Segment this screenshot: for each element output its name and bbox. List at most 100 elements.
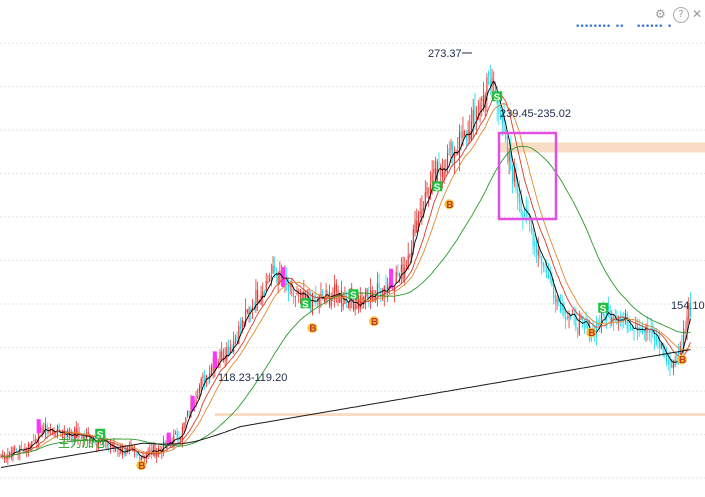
candle-body xyxy=(431,173,433,182)
candle-body xyxy=(228,345,230,355)
candle-body xyxy=(212,365,214,372)
candle-body xyxy=(633,329,635,331)
candle-body xyxy=(493,80,495,85)
sell-signal-label: S xyxy=(350,290,357,301)
candle-body xyxy=(293,288,295,297)
candle-body xyxy=(650,327,652,334)
candle-body xyxy=(484,94,486,109)
candle-body xyxy=(180,438,182,440)
candle-body xyxy=(342,303,344,307)
candle-body xyxy=(270,275,272,279)
candle-body xyxy=(472,110,474,123)
grid-lines xyxy=(0,42,705,479)
candle-body xyxy=(453,154,455,164)
candle-body xyxy=(147,450,149,453)
candle-body xyxy=(609,306,611,321)
candle-body xyxy=(611,316,613,324)
candle-body xyxy=(38,429,40,441)
candle-body xyxy=(255,290,257,310)
candle-body xyxy=(296,293,298,295)
candle-body xyxy=(672,360,674,369)
candle-body xyxy=(5,457,7,459)
candle-body xyxy=(96,444,98,446)
candle-body xyxy=(539,251,541,258)
candle-body xyxy=(397,271,399,277)
candle-body xyxy=(380,288,382,297)
candle-body xyxy=(438,162,440,164)
price-zone xyxy=(215,413,705,417)
candle-body xyxy=(450,142,452,150)
candle-body xyxy=(522,212,524,218)
candle-body xyxy=(595,323,597,337)
candle-body xyxy=(14,447,16,451)
candle-body xyxy=(462,131,464,139)
ma-short-line xyxy=(0,80,691,458)
candle-body xyxy=(121,448,124,456)
candle-body xyxy=(681,344,683,346)
candle-body xyxy=(385,286,387,291)
candle-body xyxy=(200,378,202,389)
candle-body xyxy=(135,453,137,455)
candle-body xyxy=(494,86,497,94)
candle-body xyxy=(446,153,449,169)
settings-icon[interactable]: ⚙ xyxy=(655,7,666,21)
candle-body xyxy=(679,345,681,355)
candle-body xyxy=(503,117,505,132)
candle-body xyxy=(250,308,252,312)
highlight-rect xyxy=(497,131,558,221)
candle-body xyxy=(460,131,462,139)
boost-candle xyxy=(166,432,171,447)
candle-body xyxy=(501,115,503,125)
candle-body xyxy=(289,282,291,287)
sell-signal-label: S xyxy=(434,182,441,193)
buy-signal-label: B xyxy=(371,317,378,328)
candle-body xyxy=(339,292,341,303)
candle-body xyxy=(508,152,510,162)
candle-body xyxy=(387,285,389,293)
candle-body xyxy=(541,258,543,264)
candle-body xyxy=(667,359,669,365)
candle-body xyxy=(265,281,267,292)
candle-body xyxy=(239,323,242,329)
candle-body xyxy=(65,434,67,438)
candle-body xyxy=(209,373,211,380)
price-zones xyxy=(215,142,705,417)
close-icon[interactable]: ✕ xyxy=(692,7,703,21)
candle-body xyxy=(221,351,223,361)
candle-body xyxy=(491,77,493,86)
candle-body xyxy=(458,132,461,159)
candle-body xyxy=(32,440,35,442)
candle-body xyxy=(132,450,134,452)
candles xyxy=(0,64,692,465)
boost-candle xyxy=(281,267,286,288)
candle-body xyxy=(327,291,329,293)
candle-body xyxy=(582,315,584,321)
ma-very-long-line xyxy=(0,349,691,468)
candle-body xyxy=(566,315,568,320)
candle-body xyxy=(46,425,48,434)
candle-body xyxy=(549,275,551,278)
legend-dots-2: •••••• • xyxy=(636,22,672,32)
candle-body xyxy=(231,345,233,351)
candle-body xyxy=(428,197,430,199)
candle-body xyxy=(354,303,356,310)
candle-body xyxy=(20,445,23,448)
price-zone xyxy=(498,142,705,153)
candle-body xyxy=(498,100,500,114)
candle-body xyxy=(186,410,189,416)
candle-body xyxy=(383,286,385,296)
candle-body xyxy=(82,434,84,441)
candle-body xyxy=(686,316,688,335)
candle-body xyxy=(626,313,628,330)
help-icon[interactable]: ? xyxy=(673,7,689,23)
candle-body xyxy=(111,443,113,446)
candle-body xyxy=(123,453,125,455)
candle-body xyxy=(547,274,550,278)
boost-candle xyxy=(190,395,195,411)
candle-body xyxy=(176,431,178,440)
candle-body xyxy=(294,296,296,298)
candle-body xyxy=(376,283,378,296)
candle-body xyxy=(188,410,190,415)
candle-body xyxy=(361,297,363,305)
